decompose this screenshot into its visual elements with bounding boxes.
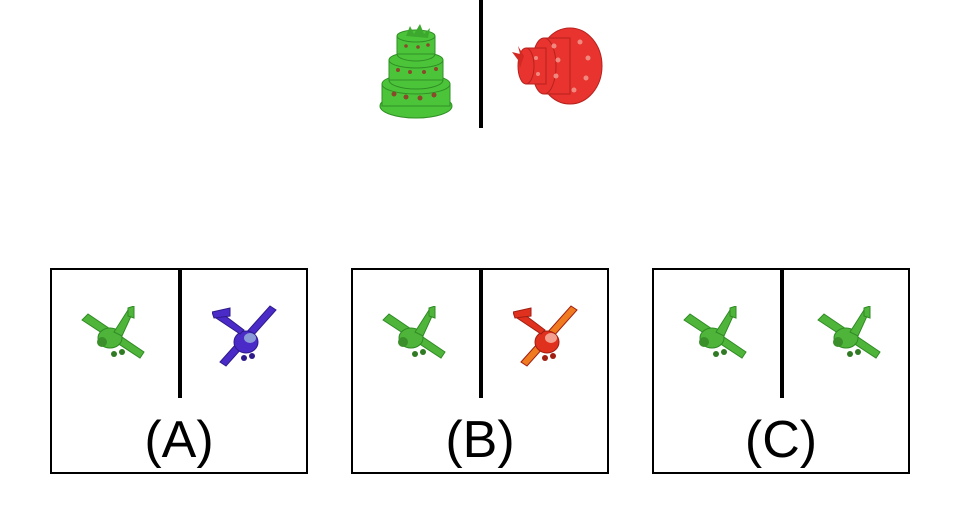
cake-icon: [508, 24, 608, 113]
airplane-icon: [78, 306, 148, 371]
airplane-icon: [212, 302, 282, 373]
prompt-pair: [360, 0, 610, 130]
option-label: (C): [654, 410, 908, 470]
option-c[interactable]: (C): [652, 268, 910, 474]
option-label: (B): [353, 410, 607, 470]
cake-icon: [376, 22, 456, 127]
prompt-divider: [479, 0, 483, 128]
option-label: (A): [52, 410, 306, 470]
airplane-icon: [814, 306, 884, 371]
option-divider: [780, 270, 784, 398]
option-divider: [178, 270, 182, 398]
option-divider: [479, 270, 483, 398]
option-b[interactable]: (B): [351, 268, 609, 474]
airplane-icon: [513, 302, 583, 373]
airplane-icon: [680, 306, 750, 371]
option-a[interactable]: (A): [50, 268, 308, 474]
airplane-icon: [379, 306, 449, 371]
